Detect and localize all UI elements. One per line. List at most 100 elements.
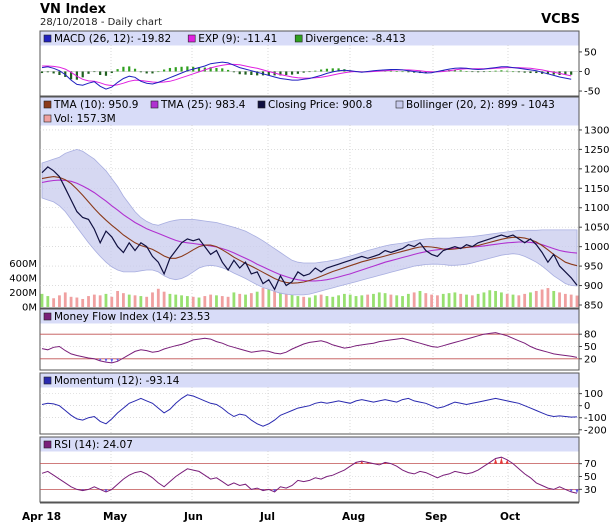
- divergence-bar: [285, 71, 288, 75]
- volume-bar: [406, 293, 410, 307]
- legend-strip-momentum: [40, 373, 579, 388]
- divergence-bar: [529, 71, 532, 74]
- divergence-bar: [151, 71, 154, 74]
- divergence-bar: [99, 71, 102, 75]
- volume-bar: [337, 295, 340, 307]
- divergence-bar: [488, 71, 491, 72]
- volume-bar: [63, 292, 67, 307]
- x-tick-label: Oct: [500, 511, 520, 523]
- divergence-bar: [389, 70, 393, 72]
- volume-bar: [279, 292, 282, 307]
- divergence-bar: [477, 71, 480, 73]
- volume-bar: [424, 293, 428, 307]
- divergence-bar: [116, 69, 119, 72]
- macd-y-tick-label: 50: [584, 47, 597, 58]
- volume-bar: [104, 293, 108, 307]
- volume-bar: [145, 296, 149, 307]
- volume-bar: [500, 292, 503, 307]
- divergence-bar: [337, 68, 340, 72]
- divergence-bar: [163, 69, 166, 72]
- price-y-tick-label: 1100: [584, 203, 609, 214]
- legend-swatch-band: [395, 100, 404, 109]
- volume-bar: [569, 294, 573, 307]
- chart-title: VN Index: [40, 2, 107, 17]
- divergence-bar: [226, 69, 230, 72]
- divergence-bar: [168, 67, 172, 72]
- volume-bar: [436, 295, 439, 307]
- legend-swatch-mfi: [43, 312, 52, 321]
- volume-bar: [511, 294, 515, 307]
- volume-bar: [290, 294, 294, 307]
- legend-swatch-tma25: [150, 100, 159, 109]
- closing-price-line: [41, 166, 578, 291]
- volume-bar: [505, 293, 509, 307]
- volume-bar: [319, 294, 323, 307]
- title-block: VN Index 28/10/2018 - Daily chart: [40, 2, 162, 29]
- rsi-y-tick-label: 30: [584, 485, 597, 496]
- volume-bar: [441, 293, 445, 307]
- volume-bar: [220, 296, 224, 307]
- volume-bar: [523, 293, 527, 307]
- divergence-bar: [46, 71, 49, 73]
- x-tick-label: Aug: [342, 511, 365, 523]
- divergence-bar: [215, 67, 218, 72]
- divergence-bar: [221, 68, 224, 72]
- price-y-tick-label: 950: [584, 262, 603, 273]
- momentum-y-tick-label: -200: [584, 425, 607, 436]
- price-y-tick-label: 1000: [584, 242, 609, 253]
- legend-swatch-momentum: [43, 376, 52, 385]
- macd-y-tick-label: 0: [584, 67, 590, 78]
- divergence-bar: [517, 71, 520, 73]
- rsi-y-tick-label: 50: [584, 472, 597, 483]
- divergence-bar: [93, 71, 96, 73]
- divergence-bar: [308, 71, 311, 73]
- volume-bar: [133, 295, 137, 307]
- divergence-bar: [250, 71, 253, 75]
- volume-bar: [81, 298, 85, 307]
- volume-bar: [366, 294, 370, 307]
- volume-bar: [191, 296, 195, 307]
- volume-bar: [342, 293, 346, 307]
- volume-bar: [401, 296, 404, 307]
- divergence-bar: [232, 71, 236, 73]
- divergence-bar: [570, 71, 573, 75]
- volume-bar: [313, 295, 317, 307]
- divergence-bar: [133, 68, 137, 72]
- price-y-tick-label: 1300: [584, 125, 609, 136]
- divergence-bar: [511, 71, 515, 73]
- volume-bar: [139, 296, 143, 307]
- price-y-tick-label: 1250: [584, 145, 609, 156]
- divergence-bar: [442, 70, 445, 72]
- legend-strip-price: [40, 97, 579, 126]
- legend-exp: EXP (9): -11.41: [198, 33, 277, 45]
- macd-line: [41, 61, 572, 90]
- volume-bar: [575, 295, 579, 307]
- divergence-bar: [122, 66, 125, 72]
- mfi-oversold-fill: [98, 358, 119, 363]
- volume-bar: [470, 295, 474, 307]
- volume-bar: [98, 295, 102, 307]
- volume-bar: [383, 293, 387, 307]
- legend-rsi: RSI (14): 24.07: [54, 439, 133, 451]
- divergence-bar: [401, 71, 404, 73]
- legend-strip-mfi: [40, 309, 579, 324]
- volume-bar: [249, 293, 253, 307]
- divergence-bar: [104, 71, 108, 76]
- momentum-y-tick-label: 100: [584, 389, 603, 400]
- divergence-bar: [325, 68, 329, 72]
- x-tick-label: Jul: [259, 511, 275, 523]
- divergence-bar: [157, 71, 160, 73]
- volume-bar: [482, 292, 486, 307]
- volume-bar: [302, 296, 306, 307]
- volume-bar: [197, 297, 201, 307]
- divergence-bar: [238, 71, 241, 75]
- legend-swatch-rsi: [43, 440, 52, 449]
- legend-band: Bollinger (20, 2): 899 - 1043: [406, 99, 555, 111]
- divergence-bar: [145, 71, 148, 74]
- legend-div: Divergence: -8.413: [305, 33, 406, 45]
- divergence-bar: [331, 68, 334, 72]
- volume-bar: [151, 292, 154, 307]
- divergence-bar: [139, 71, 142, 73]
- volume-bar: [226, 296, 230, 307]
